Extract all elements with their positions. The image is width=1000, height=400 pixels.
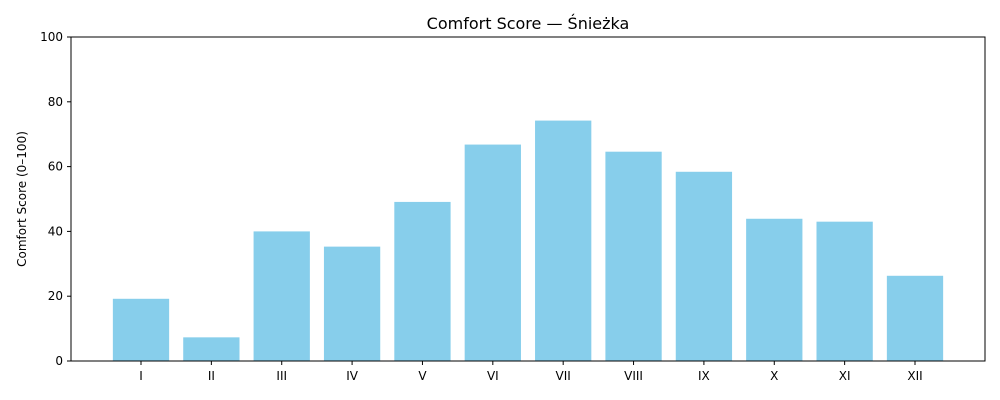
bar-III <box>253 231 310 361</box>
bar-X <box>746 218 803 361</box>
x-tick-label: II <box>208 369 215 383</box>
x-tick-label: VIII <box>624 369 643 383</box>
bar-VII <box>535 120 592 361</box>
plot-frame <box>70 36 986 362</box>
bar-VIII <box>605 151 662 361</box>
bar-VI <box>464 144 521 361</box>
bar-IV <box>323 246 381 361</box>
bar-XII <box>886 275 944 361</box>
bar-V <box>394 201 451 361</box>
y-tick-label: 0 <box>55 354 63 368</box>
y-axis-ticks: 0 20 40 60 80 100 <box>40 30 71 368</box>
bar-II <box>183 337 240 361</box>
x-tick-label: XI <box>839 369 851 383</box>
y-tick-label: 60 <box>48 160 63 174</box>
x-tick-label: III <box>276 369 287 383</box>
x-tick-label: XII <box>907 369 922 383</box>
x-axis-ticks: I II III IV V VI VII VIII IX X XI XII <box>139 361 923 383</box>
x-tick-label: IV <box>346 369 359 383</box>
bar-I <box>112 298 170 361</box>
x-tick-label: V <box>418 369 427 383</box>
x-tick-label: X <box>770 369 778 383</box>
y-tick-label: 80 <box>48 95 63 109</box>
chart-title: Comfort Score — Śnieżka <box>427 14 630 33</box>
y-tick-label: 100 <box>40 30 63 44</box>
bars <box>112 120 944 361</box>
x-tick-label: VI <box>487 369 499 383</box>
bar-XI <box>816 221 873 361</box>
y-tick-label: 40 <box>48 224 63 238</box>
x-tick-label: VII <box>556 369 571 383</box>
x-tick-label: IX <box>698 369 710 383</box>
y-tick-label: 20 <box>48 289 63 303</box>
y-axis-label: Comfort Score (0–100) <box>15 131 29 267</box>
bar-IX <box>675 171 733 361</box>
x-tick-label: I <box>139 369 143 383</box>
